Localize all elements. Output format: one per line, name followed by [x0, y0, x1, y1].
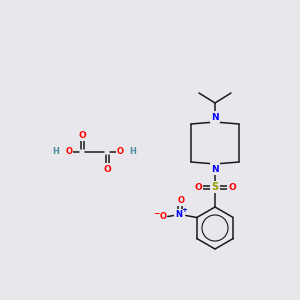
Text: O: O: [116, 148, 124, 157]
Text: O: O: [228, 182, 236, 191]
Text: H: H: [130, 148, 136, 157]
Text: O: O: [103, 164, 111, 173]
Text: N: N: [175, 210, 182, 219]
Text: O: O: [78, 130, 86, 140]
Text: O: O: [177, 196, 184, 205]
Text: N: N: [211, 164, 219, 173]
Text: −: −: [154, 209, 160, 218]
Text: +: +: [182, 208, 187, 214]
Text: N: N: [211, 112, 219, 122]
Text: O: O: [159, 212, 166, 221]
Text: H: H: [52, 148, 59, 157]
Text: S: S: [212, 182, 219, 192]
Text: O: O: [65, 148, 73, 157]
Text: O: O: [194, 182, 202, 191]
